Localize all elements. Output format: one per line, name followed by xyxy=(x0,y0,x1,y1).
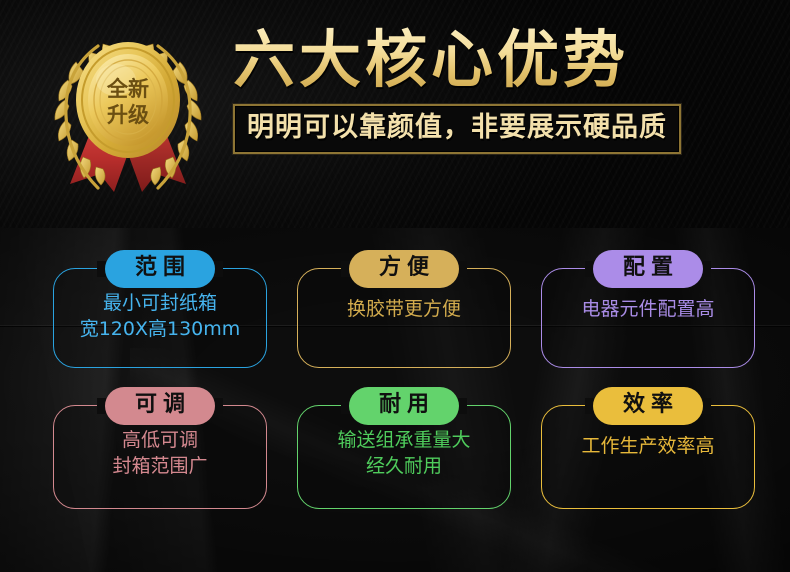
feature-card-text: 工作生产效率高 xyxy=(549,433,747,459)
feature-card-text-line: 封箱范围广 xyxy=(112,455,208,477)
feature-card-text: 电器元件配置高 xyxy=(549,296,747,322)
feature-card-frame xyxy=(297,268,511,368)
medal-line1: 全新 xyxy=(106,77,149,101)
feature-card-badge[interactable]: 耐用 xyxy=(349,387,459,425)
feature-card-text: 输送组承重量大 经久耐用 xyxy=(305,427,503,479)
feature-card-text-line: 高低可调 xyxy=(121,429,198,451)
feature-card: 范围最小可封纸箱宽120X高130mm xyxy=(53,250,267,368)
features-section: 范围 最小可封纸箱 宽120X高130mm 方便 换胶带更方便 配置 电器元件配置高 可调 高低… xyxy=(0,228,790,572)
feature-card-text-line: 换胶带更方便 xyxy=(346,298,461,320)
feature-card-badge[interactable]: 范围 xyxy=(105,250,215,288)
feature-card-badge[interactable]: 可调 xyxy=(105,387,215,425)
header-section: 全新 升级 六大核心优势 明明可以靠颜值，非要展示硬品质 xyxy=(0,0,790,228)
feature-card: 可调高低可调封箱范围广 xyxy=(53,387,267,509)
feature-card-text: 高低可调 封箱范围广 xyxy=(61,427,259,479)
feature-card-text-line: 输送组承重量大 xyxy=(337,429,471,451)
feature-card-badge[interactable]: 配置 xyxy=(593,250,703,288)
feature-card-text: 最小可封纸箱宽120X高130mm xyxy=(61,290,259,342)
feature-card-text-line: 电器元件配置高 xyxy=(581,298,715,320)
feature-card-text: 换胶带更方便 xyxy=(305,296,503,322)
page-title: 六大核心优势 xyxy=(233,24,713,96)
gold-medal-laurel-ribbon-icon: 全新 升级 xyxy=(38,22,218,192)
feature-card-grid: 范围 最小可封纸箱 宽120X高130mm 方便 换胶带更方便 配置 电器元件配置高 可调 高低… xyxy=(0,228,790,572)
feature-card-badge[interactable]: 方便 xyxy=(349,250,459,288)
feature-card-text-line: 经久耐用 xyxy=(365,455,442,477)
feature-card-badge[interactable]: 效率 xyxy=(593,387,703,425)
feature-card: 配置 电器元件配置高 xyxy=(541,250,755,368)
feature-card-text-line: 宽120X高130mm xyxy=(79,318,241,340)
feature-card-text-line: 工作生产效率高 xyxy=(581,435,715,457)
medal-line2: 升级 xyxy=(107,103,149,127)
subtitle-box: 明明可以靠颜值，非要展示硬品质 xyxy=(233,104,681,154)
title-block: 六大核心优势 明明可以靠颜值，非要展示硬品质 xyxy=(233,24,713,154)
feature-card: 耐用 输送组承重量大 经久耐用 xyxy=(297,387,511,509)
feature-card: 方便 换胶带更方便 xyxy=(297,250,511,368)
feature-card-text-line: 最小可封纸箱 xyxy=(102,292,217,314)
feature-card: 效率 工作生产效率高 xyxy=(541,387,755,509)
page-subtitle: 明明可以靠颜值，非要展示硬品质 xyxy=(247,112,667,143)
